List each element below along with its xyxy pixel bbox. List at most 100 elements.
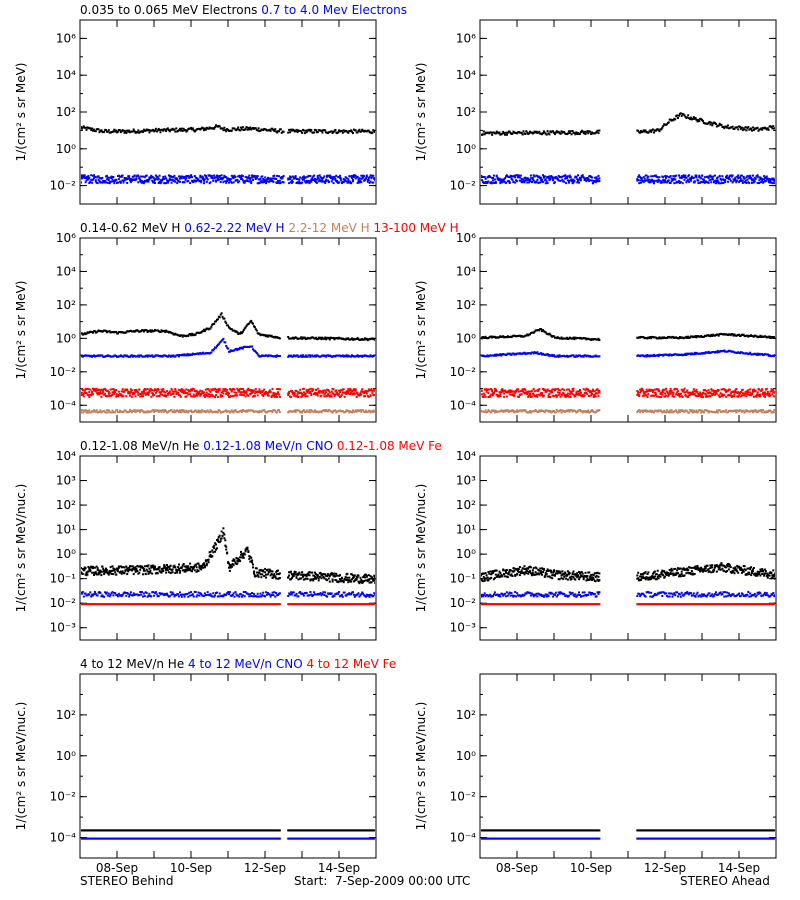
data-point [636,178,639,180]
data-point [643,177,646,180]
data-point [520,393,523,396]
data-point [269,178,272,181]
data-point [586,130,589,133]
data-point [595,410,598,413]
data-point [483,336,486,339]
data-point [324,392,327,395]
data-point [514,176,517,179]
data-point [179,411,182,414]
data-point [177,354,180,356]
data-point [247,176,250,179]
data-point [745,395,748,398]
data-point [481,393,483,396]
data-point [172,354,175,357]
data-point [265,182,267,185]
data-point [290,176,292,179]
data-point [589,390,592,393]
data-point [547,132,550,135]
data-point [740,174,743,177]
data-point [739,391,742,393]
data-point [210,351,213,354]
data-point [658,179,661,182]
data-point [707,389,710,392]
data-point [539,181,542,184]
data-point [527,177,530,180]
data-point [290,390,293,393]
data-point [271,387,274,390]
data-point [678,395,681,398]
data-point [216,174,218,177]
data-point [98,393,101,396]
data-point [97,175,100,178]
data-point [652,128,654,131]
data-point [225,344,228,347]
data-point [687,114,690,117]
data-point [273,393,276,396]
data-point [105,129,107,131]
data-point [579,388,581,391]
data-point [698,120,701,123]
data-point [239,332,242,335]
data-point [124,130,127,133]
data-point [240,177,243,180]
data-point [662,176,665,179]
data-point [321,179,324,182]
data-point [697,393,700,395]
data-point [516,180,519,183]
data-point [566,388,568,391]
data-point [584,133,587,135]
data-point [301,337,304,340]
data-point [549,177,552,180]
data-point [337,131,340,134]
data-point [142,390,145,393]
data-point [511,409,514,411]
data-point [248,174,251,177]
data-point [144,180,147,183]
data-point [225,393,228,395]
data-point [220,174,223,177]
data-point [702,411,705,414]
data-point [305,131,308,134]
data-point [719,392,722,395]
data-point [142,389,145,392]
data-point [364,409,367,412]
data-point [142,395,144,398]
data-point [360,181,363,184]
data-point [561,388,564,390]
data-point [715,409,718,412]
data-point [271,177,274,180]
data-point [521,181,524,183]
data-point [563,389,566,392]
data-point [664,392,667,395]
data-point [672,119,675,122]
data-point [278,337,281,340]
data-point [323,175,326,178]
data-point [249,177,252,180]
data-point [701,393,704,396]
data-point [522,130,525,133]
data-point [582,176,585,179]
data-point [712,175,715,178]
data-point [491,389,494,392]
data-point [331,178,334,181]
data-point [358,181,361,184]
data-point [490,335,493,338]
data-point [596,392,599,395]
data-point [665,390,668,393]
data-point [332,392,335,395]
data-point [218,176,221,179]
y-axis-label: 1/(cm² s sr MeV) [414,63,428,162]
data-point [266,176,269,179]
data-point [203,182,205,185]
data-point [373,177,375,180]
data-point [151,354,154,357]
data-point [694,390,697,393]
data-point [532,179,535,182]
data-point [339,391,341,394]
data-point [504,177,507,180]
data-point [138,409,141,412]
data-point [561,178,564,181]
data-point [105,329,107,332]
data-point [647,393,650,396]
data-point [179,409,181,412]
